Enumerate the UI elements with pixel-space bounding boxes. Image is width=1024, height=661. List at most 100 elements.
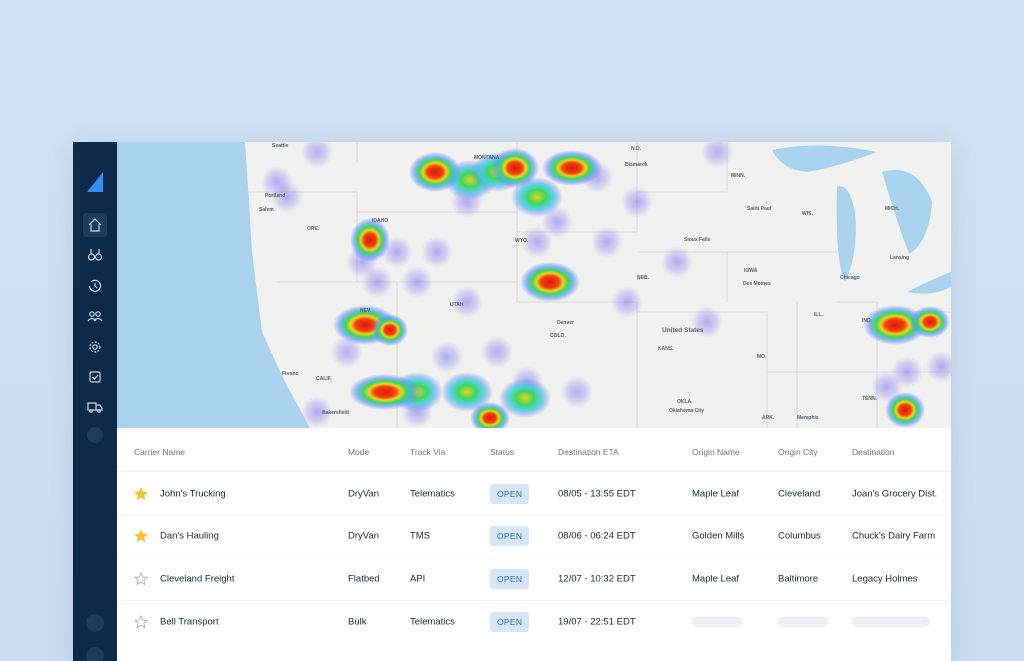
column-header: Mode <box>348 447 370 457</box>
track-via: Telematics <box>410 488 455 500</box>
map-label: Bakersfield <box>322 410 349 416</box>
header-divider <box>117 471 951 472</box>
origin-city: Baltimore <box>778 573 819 585</box>
row-divider <box>117 515 951 516</box>
carrier-name: John's Trucking <box>160 488 226 500</box>
map-label: ARK. <box>762 415 775 421</box>
map-label: Saint Paul <box>747 206 772 212</box>
origin-name: Maple Leaf <box>692 573 740 585</box>
heat-blob <box>421 236 453 268</box>
map-label: Denver <box>557 320 574 326</box>
heat-blob <box>409 152 461 192</box>
favorite-star[interactable] <box>134 487 148 501</box>
heat-blob <box>910 306 950 338</box>
status-badge[interactable]: OPEN <box>490 526 530 546</box>
origin-city: Columbus <box>778 530 821 542</box>
heat-layer <box>261 142 951 428</box>
heat-blob <box>350 218 390 262</box>
heat-blob <box>621 186 653 218</box>
nav-tasks[interactable] <box>89 371 101 383</box>
map-label: United States <box>662 327 704 334</box>
map-label: Bismarck <box>625 162 648 168</box>
column-header: Status <box>490 447 515 457</box>
origin-name: Maple Leaf <box>692 488 740 500</box>
map-label: Oklahoma City <box>669 408 704 414</box>
loading-placeholder <box>778 616 828 628</box>
nav-home[interactable] <box>88 218 102 232</box>
map-label: NEV. <box>360 308 372 314</box>
nav-settings[interactable] <box>89 341 101 353</box>
favorite-star[interactable] <box>134 529 148 543</box>
destination-eta: 08/05 - 13:55 EDT <box>558 488 636 500</box>
heat-blob <box>691 306 723 338</box>
map-label: N.D. <box>631 146 642 152</box>
destination-eta: 08/06 - 06:24 EDT <box>558 530 636 542</box>
favorite-star[interactable] <box>134 572 148 586</box>
track-via: TMS <box>410 530 431 542</box>
column-header: Destination ETA <box>558 447 619 457</box>
help-button[interactable] <box>86 614 104 632</box>
user-avatar[interactable] <box>86 647 104 661</box>
heat-blob <box>481 336 513 368</box>
heat-blob <box>349 374 421 410</box>
nav-active <box>83 213 107 237</box>
heat-blob <box>591 226 623 258</box>
heat-blob <box>431 341 463 373</box>
heat-blob <box>863 305 927 345</box>
map-label: TENN. <box>862 396 878 402</box>
heat-blob <box>561 376 593 408</box>
destination-eta: 12/07 - 10:32 EDT <box>558 573 636 585</box>
map-label: NEB. <box>637 275 650 281</box>
heat-blob <box>470 402 510 428</box>
track-via: Telematics <box>410 616 455 628</box>
map-label: Chicago <box>840 275 860 281</box>
sidebar <box>73 142 117 661</box>
nav-placeholder <box>87 427 103 443</box>
destination: Chuck's Dairy Farm <box>852 530 936 542</box>
heat-blob <box>401 266 433 298</box>
status-badge[interactable]: OPEN <box>490 484 530 504</box>
map-label: MICH. <box>885 206 900 212</box>
star-shape <box>134 615 148 629</box>
mode: DryVan <box>348 488 379 500</box>
heat-blob <box>301 396 333 428</box>
nav-history[interactable] <box>88 279 102 292</box>
map-label: IND. <box>862 318 873 324</box>
map-label: COLO. <box>550 333 566 339</box>
map-label: Lansing <box>890 255 909 261</box>
heat-blob <box>491 148 539 188</box>
loading-placeholder <box>692 616 742 628</box>
column-header: Origin City <box>778 447 818 457</box>
heat-blob <box>361 266 393 298</box>
origin-city: Cleveland <box>778 488 821 500</box>
map-label: MO. <box>757 354 767 360</box>
map-label: CALIF. <box>316 376 332 382</box>
map-label: MINN. <box>731 173 746 179</box>
heat-blob <box>661 246 693 278</box>
heat-blob <box>542 150 602 186</box>
nav-trucks[interactable] <box>87 402 103 413</box>
mode: Flatbed <box>348 573 380 585</box>
carrier-name: Bell Transport <box>160 616 219 628</box>
logo[interactable] <box>87 172 103 192</box>
destination-eta: 19/07 - 22:51 EDT <box>558 616 636 628</box>
status-badge[interactable]: OPEN <box>490 569 530 589</box>
lake <box>907 272 951 294</box>
nav-binoculars[interactable] <box>87 249 103 261</box>
heatmap: Seattle Portland Salem MONTANA N.D. Bismarck M… <box>117 142 951 428</box>
map-label: IDAHO <box>372 218 388 224</box>
map-label: WYO. <box>515 238 529 244</box>
star-shape <box>134 487 148 501</box>
column-header: Track Via <box>410 447 446 457</box>
map-label: WIS. <box>802 211 813 217</box>
status-badge[interactable]: OPEN <box>490 612 530 632</box>
column-header: Carrier Name <box>134 447 186 457</box>
lake <box>836 186 856 282</box>
favorite-star[interactable] <box>134 615 148 629</box>
loading-placeholder <box>852 616 930 628</box>
nav-users[interactable] <box>87 311 103 322</box>
map-label: OKLA. <box>677 399 693 405</box>
heat-blob <box>885 392 925 428</box>
